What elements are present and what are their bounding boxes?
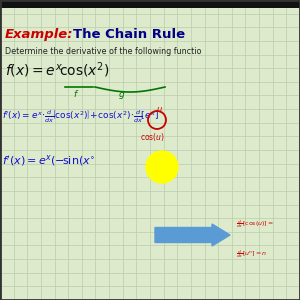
Text: $f'(x) = e^x\!\cdot\!\frac{d}{dx}\!\left[\cos(x^2)\right]\!+\!\cos(x^2)\!\cdot\!: $f'(x) = e^x\!\cdot\!\frac{d}{dx}\!\left… (2, 108, 159, 124)
Text: $f(x) = e^x\!\cos(x^2)$: $f(x) = e^x\!\cos(x^2)$ (5, 60, 109, 80)
FancyArrow shape (155, 224, 230, 246)
Text: The Chain Rule: The Chain Rule (73, 28, 185, 41)
Text: Example:: Example: (5, 28, 73, 41)
Text: $\cos(u)$: $\cos(u)$ (140, 131, 165, 143)
Text: $\frac{d}{dx}[\cos(u)] =$: $\frac{d}{dx}[\cos(u)] =$ (236, 218, 274, 230)
Text: $f'(x) = e^x(-\!\sin(x^{\circ}$: $f'(x) = e^x(-\!\sin(x^{\circ}$ (2, 153, 95, 168)
Circle shape (146, 151, 178, 183)
Bar (0, 0, 300, 8)
Text: Determine the derivative of the following functio: Determine the derivative of the followin… (5, 47, 202, 56)
Text: $\frac{d}{dx}[u^n] = n$: $\frac{d}{dx}[u^n] = n$ (236, 248, 267, 260)
Text: $g$: $g$ (118, 90, 125, 101)
Text: $f$: $f$ (73, 88, 79, 99)
Text: $u$: $u$ (156, 105, 163, 114)
